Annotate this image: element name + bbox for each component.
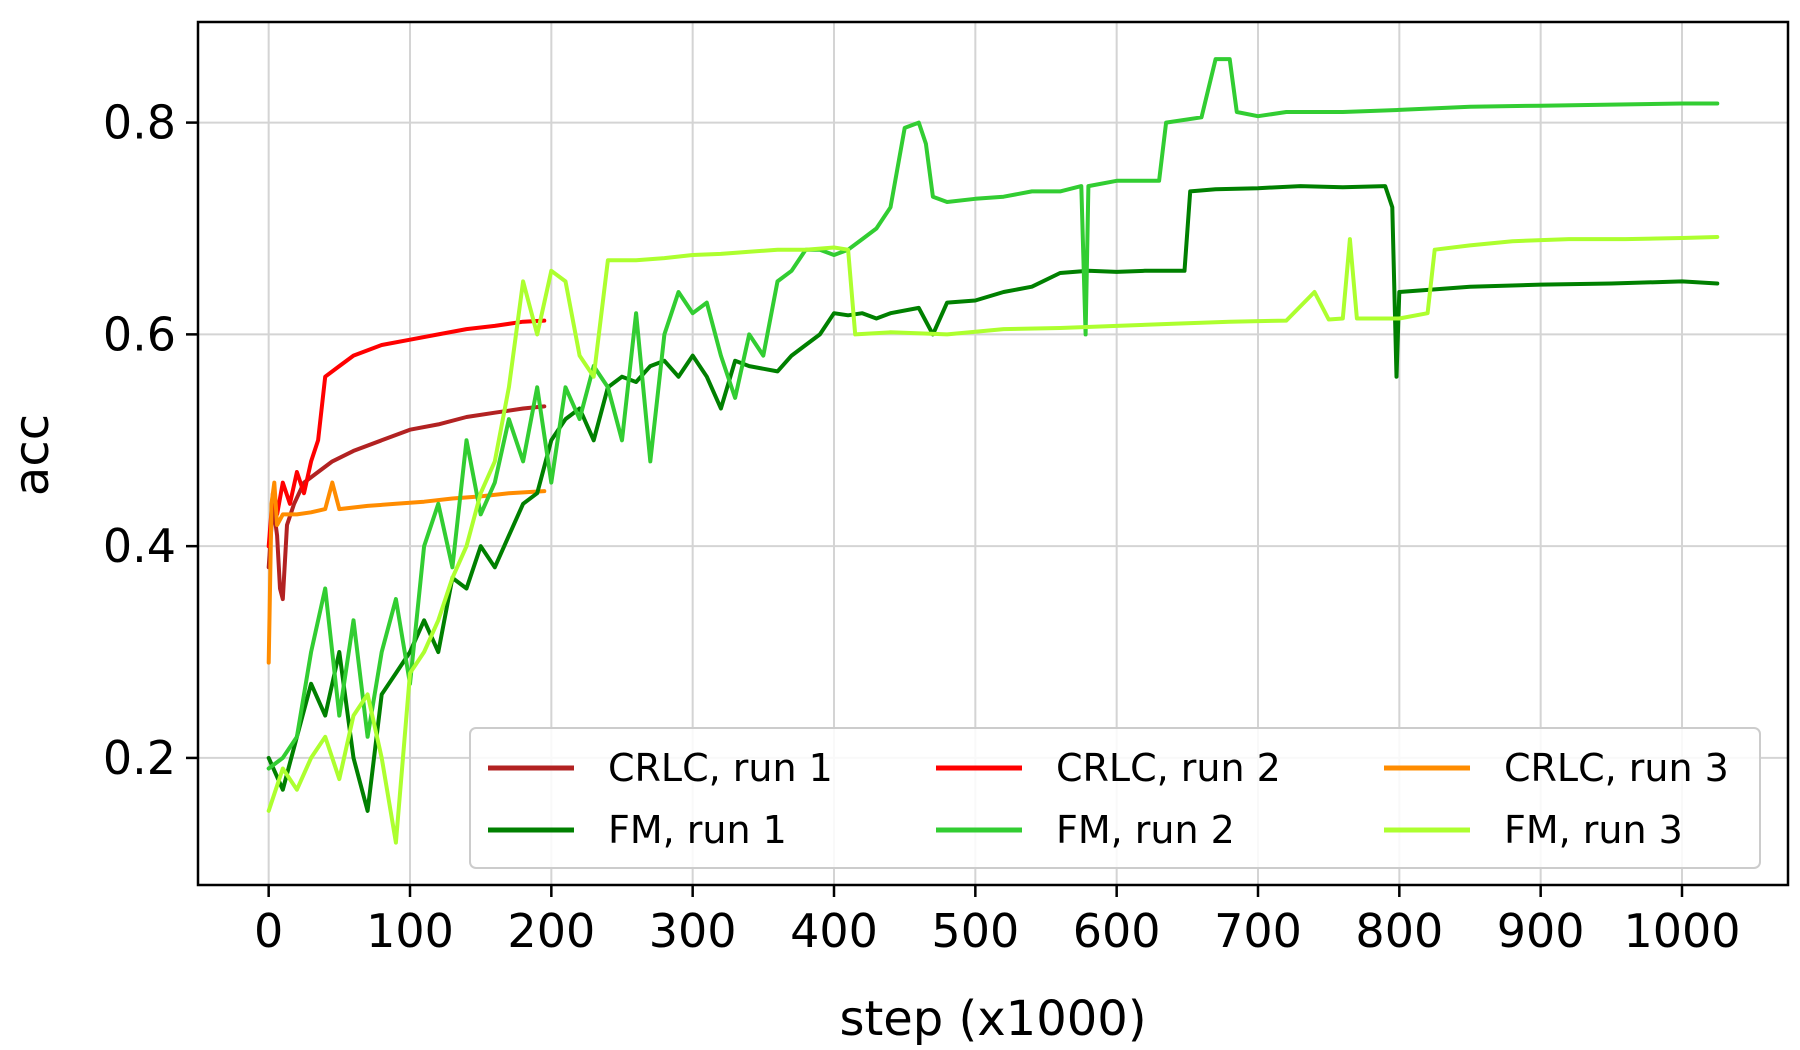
- x-axis-label: step (x1000): [839, 991, 1146, 1047]
- x-tick-label: 300: [649, 904, 737, 958]
- x-tick-label: 0: [254, 904, 283, 958]
- legend-box: [469, 727, 1761, 869]
- series-line-crlc-run-3: [266, 480, 547, 665]
- x-tick-label: 1000: [1623, 904, 1740, 958]
- x-tick-label: 900: [1497, 904, 1585, 958]
- x-tick-label: 800: [1355, 904, 1443, 958]
- x-tick-label: 700: [1214, 904, 1302, 958]
- legend-label: CRLC, run 2: [1056, 746, 1281, 790]
- axis-ticks: 0 100 200 300 400 500 600 700 800 900 1000 0.2 0.4 0.…: [103, 96, 1741, 958]
- legend-item-fm-run-2: FM, run 2: [936, 808, 1235, 852]
- legend-label: FM, run 3: [1504, 808, 1683, 852]
- series-line-fm-run-2: [266, 57, 1720, 771]
- grid: [198, 22, 1788, 885]
- x-tick-label: 200: [507, 904, 595, 958]
- x-tick-label: 100: [366, 904, 454, 958]
- series-line-crlc-run-2: [266, 318, 547, 549]
- y-tick-label: 0.4: [103, 519, 176, 573]
- y-tick-label: 0.6: [103, 307, 176, 361]
- x-tick-label: 400: [790, 904, 878, 958]
- series-line-crlc-run-1: [266, 404, 547, 602]
- legend-label: FM, run 2: [1056, 808, 1235, 852]
- legend-item-fm-run-3: FM, run 3: [1384, 808, 1683, 852]
- series-lines: [266, 57, 1720, 845]
- legend-item-crlc-run-2: CRLC, run 2: [936, 746, 1281, 790]
- legend-item-crlc-run-1: CRLC, run 1: [488, 746, 833, 790]
- y-tick-label: 0.8: [103, 96, 176, 150]
- legend-item-fm-run-1: FM, run 1: [488, 808, 787, 852]
- legend-item-crlc-run-3: CRLC, run 3: [1384, 746, 1729, 790]
- legend: CRLC, run 1 FM, run 1 CRLC, run 2 FM, run 2…: [469, 727, 1761, 869]
- series-line-fm-run-3: [266, 235, 1720, 845]
- y-tick-label: 0.2: [103, 731, 176, 785]
- legend-label: CRLC, run 1: [608, 746, 833, 790]
- legend-label: CRLC, run 3: [1504, 746, 1729, 790]
- legend-label: FM, run 1: [608, 808, 787, 852]
- plot-frame: [196, 20, 1790, 887]
- x-tick-label: 500: [931, 904, 1019, 958]
- x-tick-label: 600: [1073, 904, 1161, 958]
- y-axis-label: acc: [4, 414, 60, 496]
- series-line-fm-run-1: [266, 184, 1720, 813]
